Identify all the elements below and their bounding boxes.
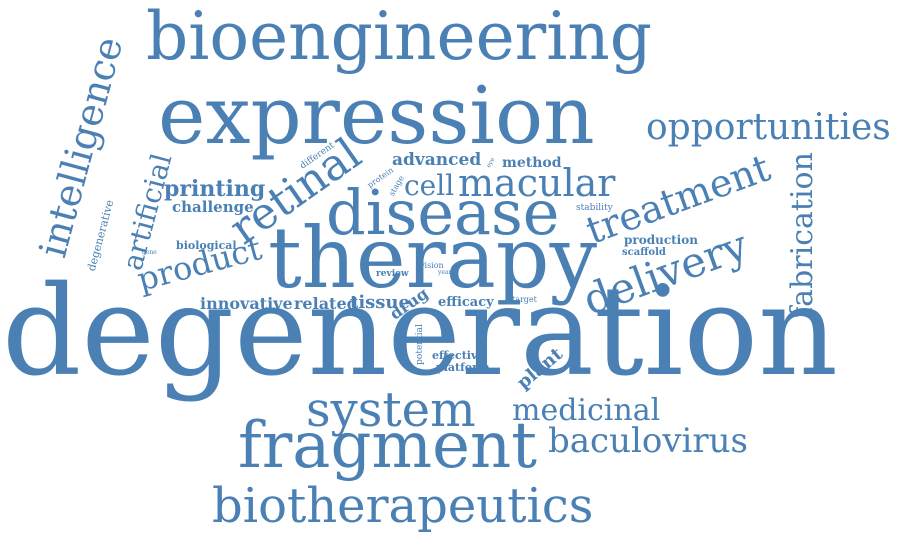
word-advanced: advanced xyxy=(392,150,482,170)
word-tissue: tissue xyxy=(350,292,410,313)
word-potential: potential xyxy=(414,324,425,365)
word-tiny-2: year xyxy=(438,269,452,276)
word-biological: biological xyxy=(176,239,237,252)
word-bioengineering: bioengineering xyxy=(146,0,653,75)
word-biotherapeutics: biotherapeutics xyxy=(212,478,594,534)
word-efficacy: efficacy xyxy=(438,295,494,310)
word-printing: printing xyxy=(164,176,266,202)
word-vision: vision xyxy=(420,261,444,270)
word-tiny-3: gene xyxy=(142,249,157,256)
word-effective: effective xyxy=(432,349,485,362)
word-scaffold: scaffold xyxy=(622,247,666,258)
word-related: related xyxy=(294,294,358,313)
word-review: review xyxy=(376,269,409,279)
word-baculovirus: baculovirus xyxy=(548,421,748,461)
word-challenge: challenge xyxy=(172,198,254,216)
word-expression: expression xyxy=(158,69,595,162)
word-innovative: innovative xyxy=(200,294,293,313)
word-method: method xyxy=(502,155,562,171)
word-stability: stability xyxy=(576,203,613,213)
word-disease: disease xyxy=(326,176,560,249)
word-production: production xyxy=(624,233,698,247)
word-target: target xyxy=(512,295,537,304)
word-macular: macular xyxy=(458,161,616,205)
word-therapy: therapy xyxy=(268,209,598,307)
word-fragment: fragment xyxy=(238,409,537,483)
word-cell: cell xyxy=(404,169,455,202)
word-medicinal: medicinal xyxy=(512,393,661,428)
word-fabrication: fabrication xyxy=(784,152,820,318)
word-opportunities: opportunities xyxy=(646,107,891,148)
word-intelligence: intelligence xyxy=(30,32,132,262)
word-platform: platform xyxy=(436,361,490,374)
word-degeneration: degeneration xyxy=(2,260,838,404)
word-system: system xyxy=(306,382,476,438)
